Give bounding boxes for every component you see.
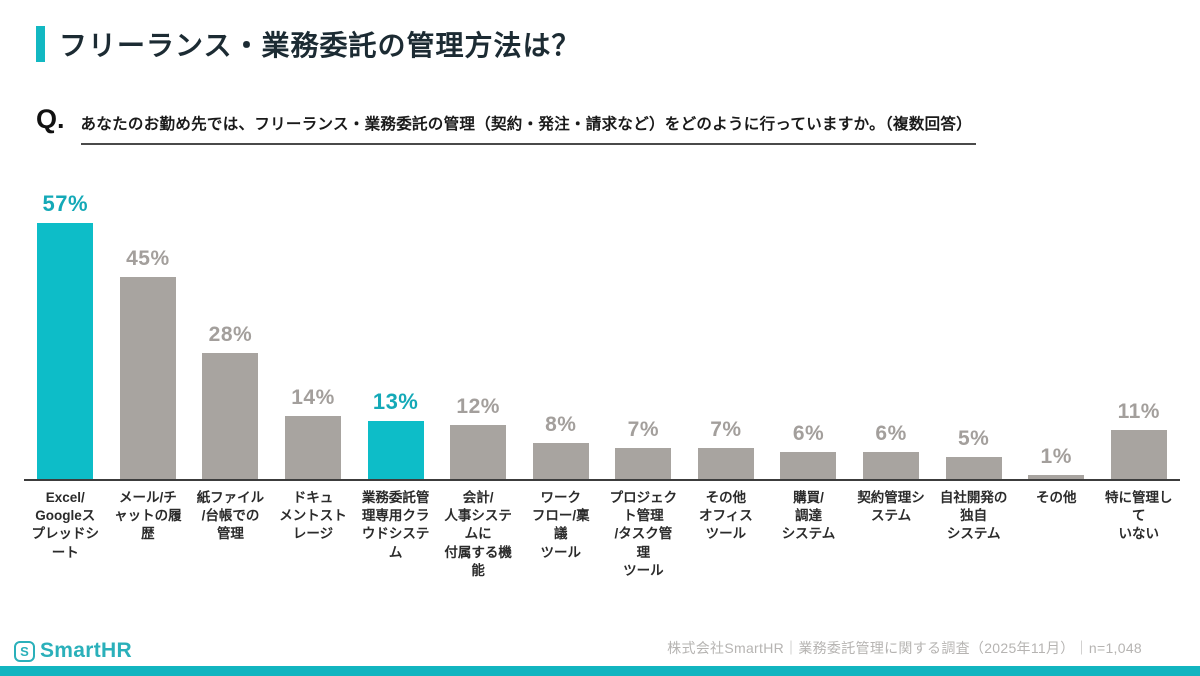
bar-column: 6% — [767, 422, 850, 479]
bar-category-label: メール/チ ャットの履 歴 — [114, 490, 182, 542]
bar-value-label: 11% — [1117, 399, 1160, 423]
bar-value-label: 6% — [792, 422, 825, 445]
bar-value-label: 57% — [42, 190, 89, 216]
plot-area: 57% 45% 28% 14% 13% 12% 8% 7% 7% 6% 6% 5% 1% 11% — [24, 185, 1180, 481]
bar-value-label: 13% — [372, 388, 419, 414]
bar-value-label: 6% — [875, 422, 907, 445]
bar-value-label: 28% — [208, 323, 253, 346]
bar-category-label: 特に管理し て いない — [1105, 490, 1173, 542]
question-block: Q. あなたのお勤め先では、フリーランス・業務委託の管理（契約・発注・請求など）… — [36, 106, 976, 145]
bar — [945, 456, 1002, 479]
bar-column: 1% — [1015, 444, 1098, 479]
smarthr-logo: S SmartHR — [14, 639, 132, 663]
title-accent-bar — [36, 26, 45, 62]
bar-category-label: ドキュ メントスト レージ — [279, 490, 347, 542]
bar-chart: 57% 45% 28% 14% 13% 12% 8% 7% 7% 6% 6% 5% 1% 11% Exce… — [24, 185, 1180, 580]
smarthr-logo-icon: S — [14, 640, 35, 662]
bar-column: 28% — [189, 323, 272, 479]
bar-column: 7% — [602, 417, 685, 479]
bottom-accent-band — [0, 666, 1200, 676]
bar-value-label: 7% — [627, 417, 660, 441]
bar-category-label: 紙ファイル /台帳での 管理 — [196, 490, 265, 542]
bar — [532, 443, 589, 479]
bar-category-label: ワーク フロー/稟 議 ツール — [531, 490, 590, 560]
bar — [615, 447, 672, 479]
bar-column: 5% — [932, 426, 1015, 479]
bar-category-label: 業務委託管 理専用クラ ウドシステ ム — [361, 490, 430, 560]
bar-column: 13% — [354, 388, 437, 479]
bar-value-label: 45% — [126, 246, 170, 270]
bar-column: 12% — [437, 395, 520, 479]
bar — [780, 452, 837, 479]
bar — [285, 416, 342, 479]
bar-value-label: 12% — [456, 395, 500, 418]
bar — [1110, 429, 1167, 479]
bar-value-label: 7% — [710, 417, 742, 441]
bar-value-label: 1% — [1040, 444, 1072, 468]
bar — [1028, 474, 1085, 479]
bar-column: 7% — [685, 417, 768, 479]
bar — [202, 353, 259, 479]
bar-column: 11% — [1098, 399, 1181, 479]
bar-value-label: 5% — [957, 426, 990, 450]
bar — [119, 276, 176, 479]
bar — [697, 447, 754, 479]
bar-category-label: 会計/ 人事システ ムに 付属する機 能 — [444, 490, 512, 578]
bar-category-label: Excel/ Googleス プレッドシ ート — [31, 490, 100, 560]
bar — [450, 425, 507, 479]
bar-column: 6% — [850, 422, 933, 479]
category-row: Excel/ Googleス プレッドシ ート メール/チ ャットの履 歴紙ファイ… — [24, 481, 1180, 580]
bar-highlighted — [37, 222, 94, 479]
bar-column: 14% — [272, 386, 355, 479]
source-note: 株式会社SmartHR｜業務委託管理に関する調査（2025年11月）｜n=1,0… — [667, 640, 1142, 656]
bar-category-label: 購買/ 調達 システム — [781, 490, 836, 542]
bar-category-label: その他 オフィス ツール — [699, 490, 753, 542]
question-text: あなたのお勤め先では、フリーランス・業務委託の管理（契約・発注・請求など）をどの… — [80, 106, 976, 145]
smarthr-logo-text: SmartHR — [40, 639, 132, 662]
bar-column: 8% — [519, 413, 602, 479]
page-title: フリーランス・業務委託の管理方法は？ — [59, 30, 581, 61]
bar-column: 45% — [107, 246, 190, 479]
question-prefix: Q. — [36, 104, 65, 134]
bar-category-label: 契約管理シ ステム — [857, 490, 925, 524]
bar-category-label: 自社開発の 独自 システム — [939, 490, 1008, 542]
bar-value-label: 8% — [545, 413, 577, 436]
bar-value-label: 14% — [291, 386, 335, 409]
slide-header: フリーランス・業務委託の管理方法は？ — [36, 24, 580, 64]
bar-category-label: プロジェク ト管理 /タスク管 理 ツール — [609, 490, 678, 578]
bar-highlighted — [367, 420, 424, 479]
bar-category-label: その他 — [1035, 490, 1077, 505]
bar-column: 57% — [24, 190, 107, 479]
bar — [863, 452, 920, 479]
